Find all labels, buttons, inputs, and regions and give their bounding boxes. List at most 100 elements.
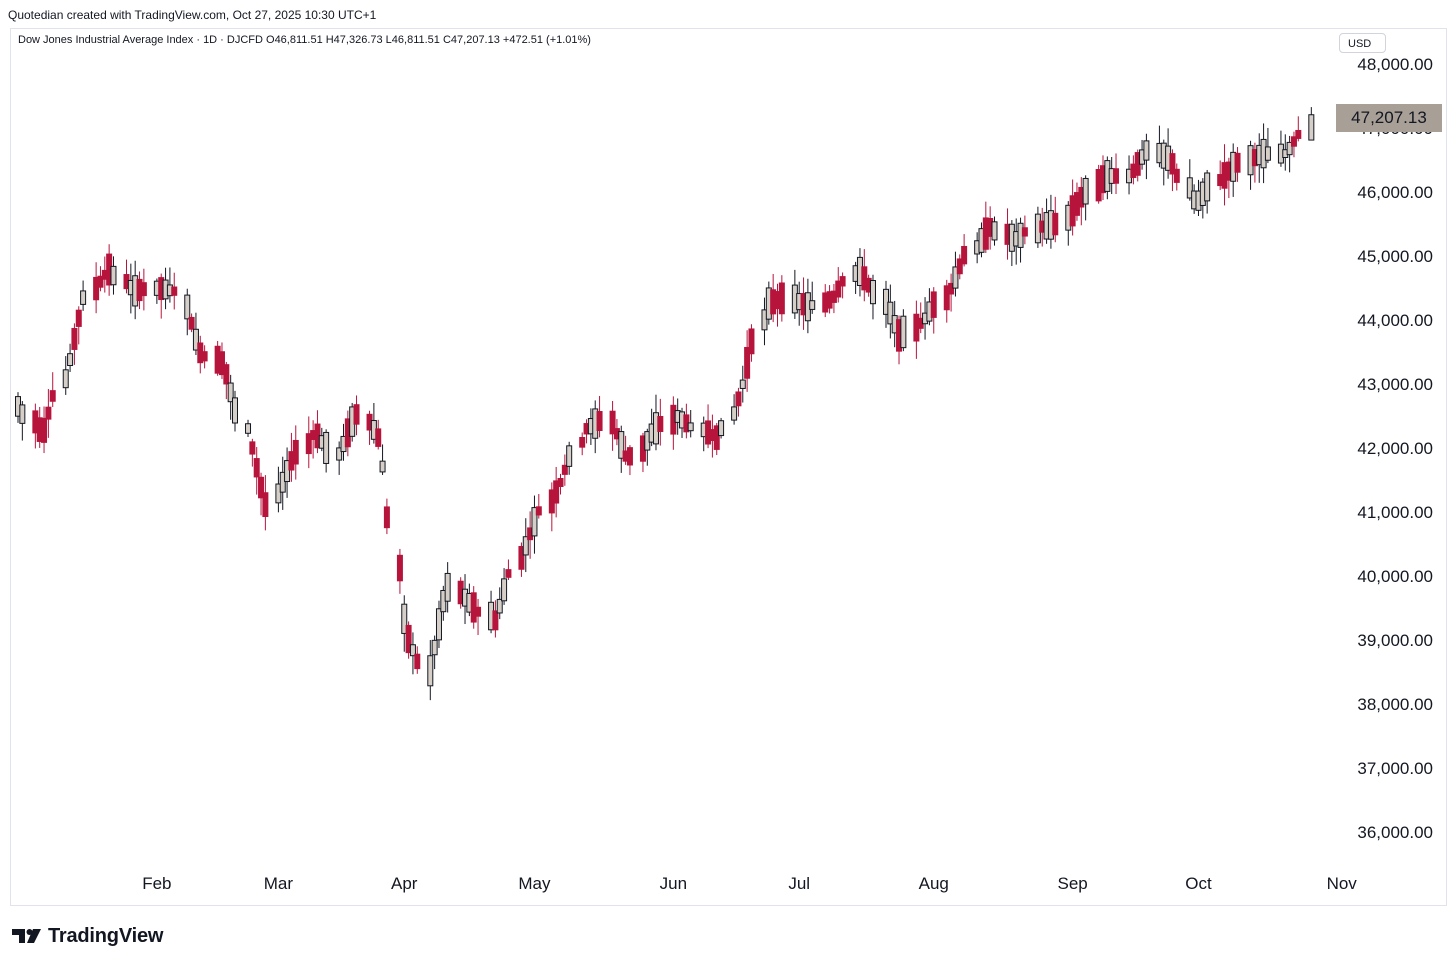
y-tick-label: 42,000.00: [1357, 439, 1433, 458]
candle-body: [744, 346, 751, 379]
candle-body: [245, 423, 252, 434]
candle: [609, 400, 616, 451]
candle-body: [731, 406, 738, 421]
candle-body: [1264, 146, 1271, 161]
candle: [1234, 147, 1241, 182]
candle: [19, 401, 26, 441]
candle: [1264, 127, 1271, 164]
time-axis[interactable]: Feb Mar Apr May Jun Jul Aug Sep Oct Nov: [142, 874, 1357, 893]
candle-body: [505, 569, 512, 578]
candle: [596, 395, 603, 438]
candle: [1113, 153, 1120, 195]
candle-body: [713, 425, 720, 450]
price-axis[interactable]: 36,000.00 37,000.00 38,000.00 39,000.00 40,0…: [1357, 55, 1433, 842]
candle: [553, 466, 560, 518]
candle: [227, 374, 234, 420]
candle: [292, 425, 299, 480]
y-tick-label: 45,000.00: [1357, 247, 1433, 266]
candle-body: [492, 610, 499, 631]
candle-body: [887, 301, 894, 325]
candle-body: [835, 280, 842, 298]
symbol-legend[interactable]: Dow Jones Industrial Average Index · 1D …: [18, 34, 591, 46]
candle-body: [97, 275, 104, 288]
candle-body: [379, 460, 386, 473]
tradingview-logo[interactable]: TradingView: [12, 924, 163, 948]
candle: [535, 494, 542, 519]
candle: [1277, 130, 1284, 167]
last-price-label: 47,207.13: [1336, 104, 1442, 132]
candle-body: [1295, 129, 1302, 139]
candle: [956, 254, 963, 280]
candle-body: [19, 404, 26, 424]
candle-body: [140, 282, 147, 297]
candle: [930, 287, 937, 334]
candle-body: [561, 464, 568, 475]
candle-body: [522, 536, 529, 556]
candle-body: [262, 492, 269, 518]
candle: [948, 273, 955, 312]
candle-body: [748, 328, 755, 355]
candle-body: [93, 276, 100, 301]
candle-body: [171, 286, 178, 296]
candle: [401, 595, 408, 652]
candle: [670, 396, 677, 450]
candle-body: [49, 390, 56, 402]
candle: [735, 387, 742, 417]
candle: [1021, 215, 1028, 245]
candle: [218, 342, 225, 379]
candle: [718, 417, 725, 439]
candle: [49, 372, 56, 407]
candle: [1017, 217, 1024, 263]
candle-body: [839, 276, 846, 287]
candle: [496, 587, 503, 620]
candle: [475, 598, 482, 636]
candle: [396, 548, 403, 594]
candle: [258, 472, 265, 516]
candle: [184, 288, 191, 336]
y-tick-label: 46,000.00: [1357, 183, 1433, 202]
candle-body: [353, 404, 360, 425]
candle-body: [952, 266, 959, 289]
candle-body: [961, 245, 968, 265]
candle-body: [62, 369, 69, 389]
candle: [566, 441, 573, 475]
currency-badge[interactable]: USD: [1339, 33, 1386, 53]
candle: [201, 345, 208, 369]
candle-body: [531, 507, 538, 537]
candle: [618, 425, 625, 473]
candle-body: [427, 655, 434, 687]
candle-body: [718, 420, 725, 437]
candle-body: [1286, 141, 1293, 156]
x-tick-label: Mar: [264, 874, 294, 893]
candle: [427, 640, 434, 701]
candle-body: [184, 294, 191, 320]
candle-body: [1204, 172, 1211, 202]
candle-body: [409, 644, 416, 657]
candle: [561, 454, 568, 486]
candle: [279, 456, 286, 510]
candle-body: [275, 483, 282, 504]
candle: [414, 646, 421, 674]
candle: [223, 361, 230, 400]
candle-body: [900, 315, 907, 349]
candle: [778, 275, 785, 322]
candle: [171, 272, 178, 310]
candle: [961, 234, 968, 267]
y-tick-label: 40,000.00: [1357, 567, 1433, 586]
y-tick-label: 41,000.00: [1357, 503, 1433, 522]
candle-body: [435, 608, 442, 641]
candle: [444, 562, 451, 613]
candle-body: [475, 606, 482, 617]
y-tick-label: 44,000.00: [1357, 311, 1433, 330]
x-tick-label: Nov: [1327, 874, 1358, 893]
candle: [1286, 135, 1293, 173]
candle: [809, 281, 816, 314]
candle-body: [375, 428, 382, 447]
candle: [353, 395, 360, 436]
candle-body: [609, 410, 616, 435]
candle-body: [110, 265, 117, 286]
candle-body: [943, 285, 950, 311]
candle: [1173, 163, 1180, 191]
x-tick-label: Feb: [142, 874, 171, 893]
